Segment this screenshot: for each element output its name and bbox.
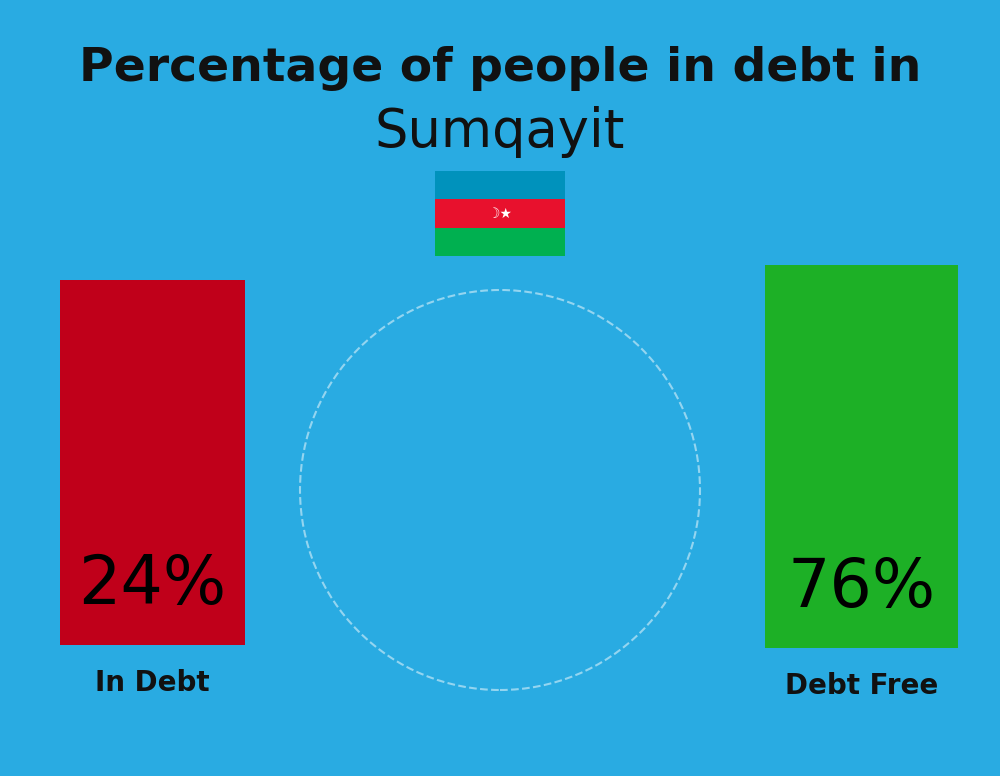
Text: 76%: 76% (787, 555, 936, 621)
Text: ☽★: ☽★ (488, 206, 512, 220)
Bar (435, 199, 565, 227)
Text: Sumqayit: Sumqayit (375, 106, 625, 158)
Bar (435, 171, 565, 199)
Bar (435, 227, 565, 256)
Bar (765, 265, 958, 648)
Text: In Debt: In Debt (95, 669, 210, 697)
Bar (60, 280, 245, 645)
Text: Debt Free: Debt Free (785, 672, 938, 700)
Text: Percentage of people in debt in: Percentage of people in debt in (79, 46, 921, 91)
Text: 24%: 24% (78, 552, 227, 618)
